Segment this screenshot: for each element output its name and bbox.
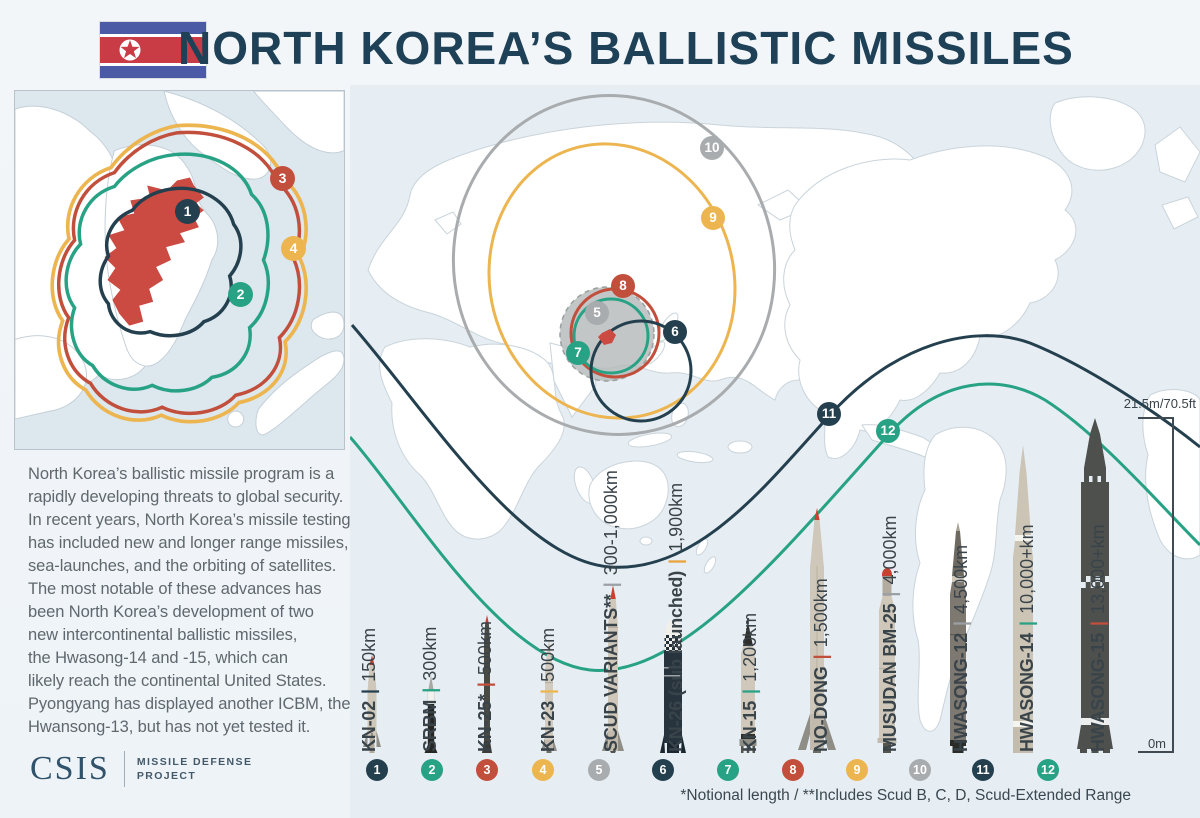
label-kn-15: KN-15 | 1,200km [740, 612, 760, 752]
north-korea-dot [598, 329, 616, 345]
lineup-badge-1: 1 [366, 759, 388, 781]
ring-11 [350, 324, 1200, 569]
page-title: NORTH KOREA’S BALLISTIC MISSILES [178, 22, 1074, 74]
missile-musudan-bm-25 [877, 568, 897, 753]
missile-hwasong-15 [1077, 418, 1113, 753]
label-musudan-bm-25: MUSUDAN BM-25 | 4,000km [880, 515, 900, 752]
missile-kn-26 [660, 619, 686, 753]
map-badge-7: 7 [566, 341, 590, 365]
map-badge-8: 8 [611, 274, 635, 298]
map-badge-10: 10 [700, 136, 724, 160]
label-kn-26: KN-26 (sub launched) | 1,900km [666, 482, 686, 752]
logo-divider [123, 751, 125, 787]
map-badge-6: 6 [663, 320, 687, 344]
ring-4 [50, 123, 308, 424]
label-hwasong-12: HWASONG-12 | 4,500km [951, 544, 971, 752]
ring-1 [98, 186, 243, 338]
label-no-dong: NO-DONG | 1,500km [811, 578, 831, 752]
scale-bottom-tick [1138, 751, 1174, 753]
north-korea-flag [100, 22, 206, 78]
label-hwasong-15: HWASONG-15 | 13,000+km [1088, 524, 1108, 752]
missile-kn-15 [739, 618, 757, 753]
missile-kn-02 [363, 655, 381, 753]
lineup-badge-4: 4 [532, 759, 554, 781]
lineup-badge-6: 6 [652, 759, 674, 781]
label-kn-23: KN-23 | 500km [538, 627, 558, 752]
csis-logo: CSIS MISSILE DEFENSE PROJECT [30, 750, 252, 788]
lineup-badge-12: 12 [1037, 759, 1059, 781]
lineup-badge-8: 8 [782, 759, 804, 781]
lineup-badge-10: 10 [909, 759, 931, 781]
inset-badge-3: 3 [270, 166, 295, 191]
lineup-badge-3: 3 [476, 759, 498, 781]
intro-paragraph: North Korea’s ballistic missile program … [28, 465, 351, 736]
footnote: *Notional length / **Includes Scud B, C,… [680, 787, 1131, 804]
lineup-badge-2: 2 [421, 759, 443, 781]
missile-hwasong-12 [950, 522, 966, 753]
missile-srbm [424, 675, 438, 753]
ring-12 [350, 382, 1200, 672]
inset-badge-4: 4 [281, 236, 306, 261]
label-hwasong-14: HWASONG-14 | 10,000+km [1017, 524, 1037, 752]
label-kn-02: KN-02 | 150km [359, 627, 379, 752]
map-badge-12: 12 [876, 419, 900, 443]
map-badge-5: 5 [585, 301, 609, 325]
inset-range-map [14, 90, 345, 450]
lineup-badge-7: 7 [717, 759, 739, 781]
ring-2 [64, 152, 271, 393]
inset-badge-2: 2 [228, 282, 253, 307]
lineup-badge-11: 11 [972, 759, 994, 781]
missile-hwasong-14 [1013, 445, 1033, 753]
missile-no-dong [798, 508, 836, 753]
ring-3 [57, 130, 302, 416]
scale-top-tick [1138, 417, 1174, 419]
label-kn-25: KN-25* | 500km [475, 621, 495, 752]
label-srbm: SRBM | 300km [420, 626, 440, 752]
ring-10 [451, 94, 777, 436]
inset-badge-1: 1 [175, 199, 200, 224]
lineup-badge-9: 9 [846, 759, 868, 781]
inset-range-rings [50, 123, 308, 424]
lineup-badge-5: 5 [588, 759, 610, 781]
ring-6 [589, 319, 693, 423]
ring-9 [487, 142, 737, 420]
map-badge-11: 11 [817, 402, 841, 426]
csis-wordmark: CSIS [30, 750, 110, 787]
scale-line [1172, 418, 1174, 753]
label-scud-variants: SCUD VARIANTS** | 300-1,000km [601, 470, 621, 752]
program-name: MISSILE DEFENSE PROJECT [136, 756, 253, 782]
ring-7 [572, 297, 650, 375]
missile-scud-variants [602, 585, 624, 753]
missile-kn-23 [541, 638, 557, 753]
scale-max-label: 21.5m/70.5ft [1123, 396, 1196, 411]
missile-kn-25 [482, 615, 492, 753]
map-badge-9: 9 [701, 206, 725, 230]
world-range-map [350, 85, 1200, 818]
scale-zero-label: 0m [1147, 736, 1166, 751]
